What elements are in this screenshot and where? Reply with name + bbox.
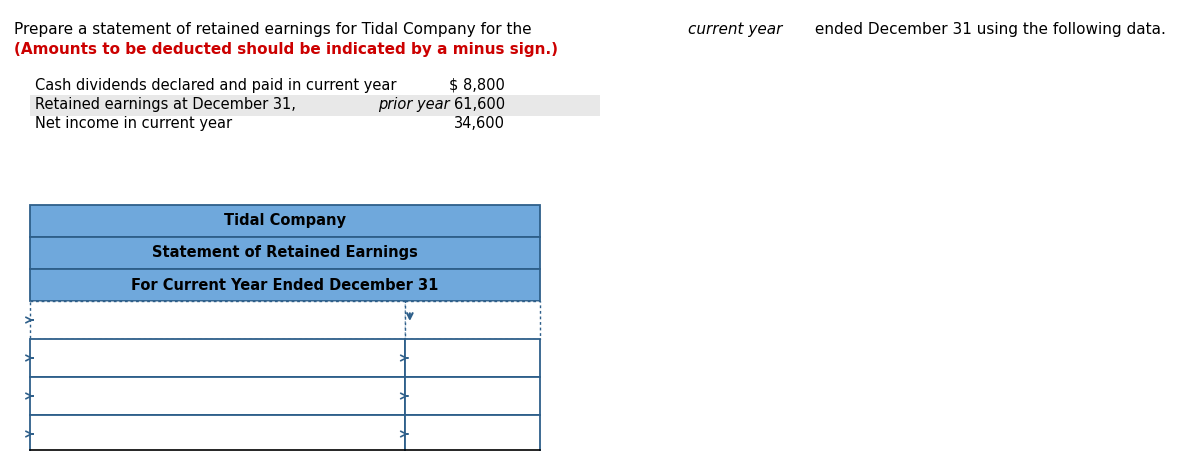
Bar — [30, 415, 404, 451]
Bar — [404, 301, 540, 339]
Text: 34,600: 34,600 — [454, 116, 505, 131]
Text: Tidal Company: Tidal Company — [224, 213, 346, 229]
Bar — [404, 415, 540, 451]
Bar — [30, 237, 540, 269]
Bar — [30, 301, 404, 339]
Bar — [404, 377, 540, 415]
Text: Prepare a statement of retained earnings for Tidal Company for the: Prepare a statement of retained earnings… — [14, 22, 536, 37]
Text: current year: current year — [688, 22, 782, 37]
Bar — [30, 205, 540, 237]
Text: Retained earnings at December 31,: Retained earnings at December 31, — [35, 97, 300, 112]
Bar — [30, 95, 600, 116]
Text: Net income in current year: Net income in current year — [35, 116, 232, 131]
Bar — [30, 269, 540, 301]
Text: For Current Year Ended December 31: For Current Year Ended December 31 — [131, 277, 439, 293]
Bar — [30, 377, 404, 415]
Text: prior year: prior year — [378, 97, 449, 112]
Text: Statement of Retained Earnings: Statement of Retained Earnings — [152, 245, 418, 261]
Text: 61,600: 61,600 — [454, 97, 505, 112]
Text: ended December 31 using the following data.: ended December 31 using the following da… — [810, 22, 1166, 37]
Text: $ 8,800: $ 8,800 — [449, 78, 505, 93]
Text: (Amounts to be deducted should be indicated by a minus sign.): (Amounts to be deducted should be indica… — [14, 42, 558, 57]
Bar — [30, 339, 404, 377]
Text: Cash dividends declared and paid in current year: Cash dividends declared and paid in curr… — [35, 78, 396, 93]
Bar — [404, 339, 540, 377]
